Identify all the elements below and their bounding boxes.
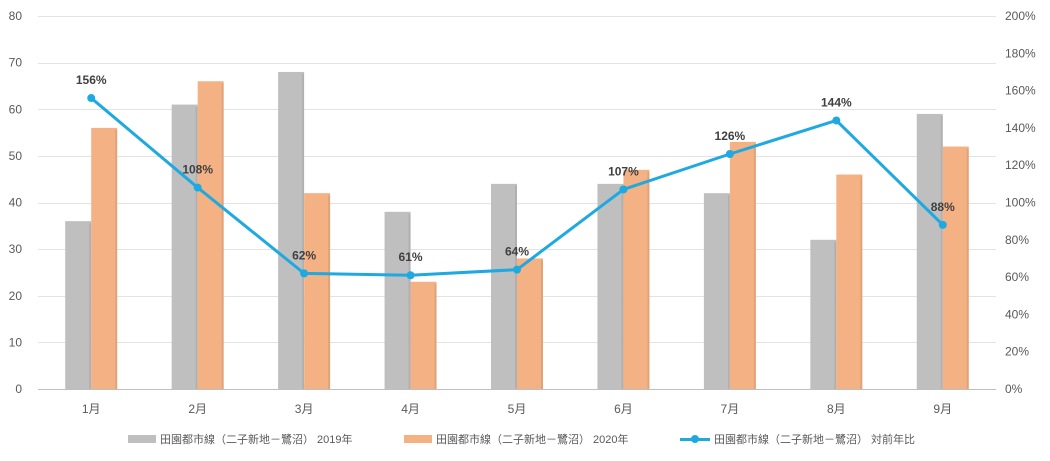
legend-item-ratio: 田園都市線（二子新地－鷺沼） 対前年比 [680,431,915,447]
bar-2019 [491,183,517,389]
ratio-data-label: 126% [715,129,746,143]
ratio-point [300,269,309,278]
ratio-point [406,271,415,280]
bar-shadow [195,106,198,390]
x-tick-label: 9月 [933,402,952,416]
bar-shadow [434,283,437,389]
y-right-tick-label: 100% [1005,196,1036,210]
bar-2019 [916,113,943,389]
y-right-tick-label: 180% [1005,46,1036,60]
chart-plot: 0 10 20 30 40 50 60 70 80 0% 20% 40% 60% 80% 100% 120% 1… [9,9,1036,416]
bar-2019 [171,104,198,390]
bar-2020 [197,81,224,390]
y-left-tick-label: 80 [9,9,23,23]
y-left-tick-label: 50 [9,149,23,163]
y-right-tick-label: 40% [1005,307,1029,321]
legend-swatch-ratio [680,434,710,444]
y-left-tick-label: 10 [9,335,23,349]
ratio-point [938,220,947,229]
y-right-tick-label: 140% [1005,121,1036,135]
bar-2019 [703,193,730,389]
bar-shadow [515,185,517,389]
x-tick-label: 4月 [401,402,420,416]
ratio-point [87,94,96,103]
ratio-data-label: 108% [182,163,213,177]
legend-label-2020: 田園都市線（二子新地－鷺沼） 2020年 [436,434,629,446]
legend-label-ratio: 田園都市線（二子新地－鷺沼） 対前年比 [714,434,916,446]
bar-2020 [623,169,650,389]
bar-2020 [836,174,863,389]
ratio-point [725,150,734,159]
y-left-tick-label: 40 [9,196,23,210]
x-tick-label: 6月 [614,402,633,416]
bar-shadow [408,213,411,389]
bar-shadow [621,185,624,389]
y-left-tick-label: 30 [9,242,23,256]
legend-label-2019: 田園都市線（二子新地－鷺沼） 2019年 [160,434,353,446]
bar-shadow [834,241,837,389]
x-tick-label: 1月 [82,402,101,416]
y-right-tick-label: 120% [1005,158,1036,172]
x-tick-label: 2月 [188,402,207,416]
bar-shadow [115,129,118,389]
legend-swatch-2020 [404,435,432,443]
bar-shadow [221,83,224,390]
bar-shadow [302,73,305,389]
ratio-data-label: 62% [292,248,316,262]
bar-2020 [410,281,437,389]
bar-2019 [278,71,305,389]
x-tick-label: 3月 [295,402,314,416]
bar-2020 [517,258,543,389]
legend-swatch-2019 [128,435,156,443]
y-left-tick-label: 0 [15,382,22,396]
bar-2019 [810,239,837,389]
legend-item-2019: 田園都市線（二子新地－鷺沼） 2019年 [128,431,353,447]
y-left-tick-label: 20 [9,289,23,303]
x-tick-label: 7月 [721,402,740,416]
bar-shadow [328,195,331,389]
bar-2020 [91,127,118,390]
ratio-data-label: 156% [76,73,107,87]
ratio-data-label: 61% [399,250,423,264]
ratio-point [513,265,521,274]
ratio-data-label: 144% [821,95,852,109]
bar-shadow [89,223,92,389]
bar-2020 [729,141,756,389]
y-right-tick-label: 60% [1005,270,1029,284]
x-tick-label: 5月 [508,402,527,416]
bar-2019 [597,183,624,389]
ratio-point [193,183,202,192]
bar-2019 [65,221,92,389]
ratio-point [619,185,628,194]
legend-item-2020: 田園都市線（二子新地－鷺沼） 2020年 [404,431,629,447]
bar-shadow [727,195,730,389]
y-left-tick-label: 70 [9,56,23,70]
y-right-tick-label: 160% [1005,84,1036,98]
ratio-data-label: 64% [505,245,529,259]
ratio-point [832,116,841,125]
y-right-tick-label: 80% [1005,233,1029,247]
ratio-data-label: 88% [931,200,955,214]
x-tick-label: 8月 [827,402,846,416]
y-right-tick-label: 20% [1005,345,1029,359]
bar-shadow [753,143,756,389]
bar-shadow [860,176,863,389]
bar-2020 [942,146,969,389]
bar-shadow [966,148,969,389]
bar-2020 [304,193,331,389]
bar-2019 [384,211,411,389]
chart-legend: 田園都市線（二子新地－鷺沼） 2019年 田園都市線（二子新地－鷺沼） 2020… [0,431,1050,451]
y-right-tick-label: 0% [1005,382,1023,396]
bar-shadow [541,260,543,389]
y-right-tick-label: 200% [1005,9,1036,23]
ratio-data-label: 107% [608,164,639,178]
bar-shadow [940,115,943,389]
bar-shadow [647,171,650,389]
y-left-tick-label: 60 [9,102,23,116]
